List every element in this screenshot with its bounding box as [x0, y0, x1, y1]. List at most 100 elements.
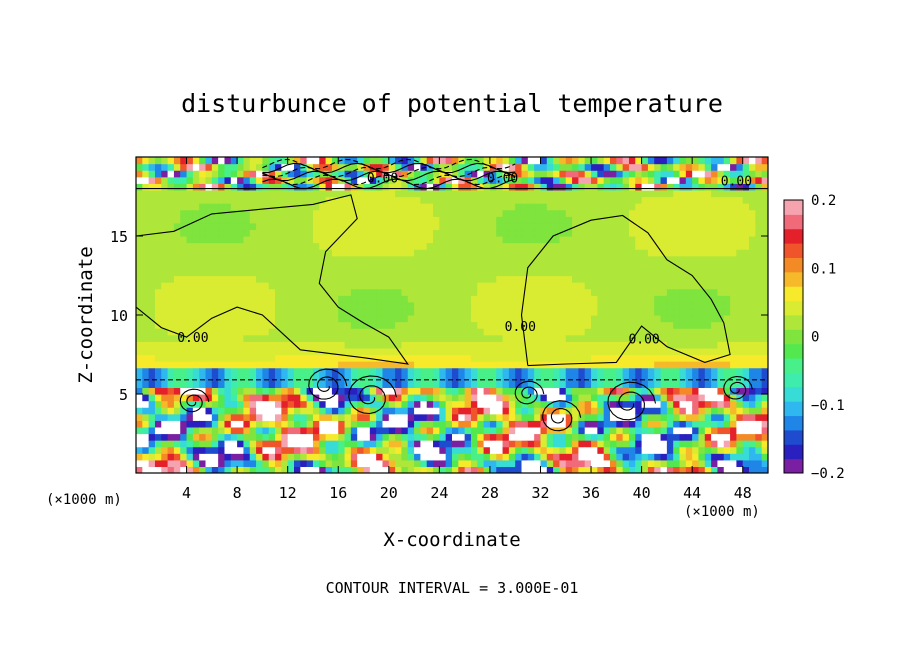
heatmap-cell	[483, 301, 491, 310]
heatmap-cell	[186, 216, 194, 224]
heatmap-cell	[433, 334, 440, 342]
heatmap-cell	[508, 420, 516, 428]
heatmap-cell	[755, 242, 763, 250]
heatmap-cell	[489, 466, 497, 473]
heatmap-cell	[717, 157, 725, 165]
heatmap-cell	[616, 282, 624, 290]
heatmap-cell	[711, 183, 719, 191]
heatmap-cell	[559, 255, 567, 263]
heatmap-cell	[654, 176, 662, 184]
heatmap-cell	[641, 347, 649, 356]
heatmap-cell	[591, 249, 598, 257]
heatmap-cell	[262, 347, 270, 356]
heatmap-cell	[761, 347, 768, 356]
heatmap-cell	[312, 315, 320, 323]
heatmap-cell	[433, 216, 440, 224]
heatmap-cell	[205, 275, 213, 283]
heatmap-cell	[186, 407, 194, 415]
heatmap-cell	[628, 216, 636, 224]
heatmap-cell	[173, 453, 181, 461]
heatmap-cell	[224, 170, 232, 178]
heatmap-cell	[483, 341, 491, 349]
heatmap-cell	[496, 380, 504, 389]
heatmap-cell	[470, 249, 478, 257]
heatmap-cell	[584, 170, 592, 178]
heatmap-cell	[515, 354, 523, 362]
heatmap-cell	[167, 288, 175, 296]
heatmap-cell	[685, 321, 693, 329]
heatmap-cell	[666, 163, 674, 171]
heatmap-cell	[452, 459, 459, 468]
heatmap-cell	[287, 157, 295, 165]
heatmap-cell	[553, 295, 561, 303]
heatmap-cell	[294, 334, 301, 342]
heatmap-cell	[142, 203, 150, 211]
heatmap-cell	[407, 361, 415, 369]
heatmap-cell	[730, 347, 737, 356]
heatmap-cell	[395, 288, 403, 296]
heatmap-cell	[186, 367, 194, 375]
heatmap-cell	[325, 203, 333, 211]
heatmap-cell	[578, 361, 586, 369]
heatmap-cell	[312, 328, 320, 336]
heatmap-cell	[572, 236, 579, 244]
heatmap-cell	[597, 367, 605, 375]
heatmap-cell	[508, 459, 516, 468]
heatmap-cell	[230, 328, 238, 336]
heatmap-cell	[331, 222, 339, 231]
heatmap-cell	[199, 222, 207, 231]
heatmap-cell	[230, 308, 238, 316]
heatmap-cell	[161, 413, 169, 421]
heatmap-cell	[641, 466, 649, 473]
heatmap-cell	[565, 295, 573, 303]
heatmap-cell	[654, 170, 662, 178]
heatmap-cell	[502, 229, 510, 237]
heatmap-cell	[319, 183, 327, 191]
heatmap-cell	[647, 229, 655, 237]
colorbar-swatch	[784, 444, 803, 460]
heatmap-cell	[407, 189, 415, 198]
heatmap-cell	[230, 400, 238, 408]
heatmap-cell	[452, 203, 459, 211]
heatmap-cell	[717, 341, 725, 349]
heatmap-cell	[243, 446, 251, 454]
heatmap-cell	[679, 347, 687, 356]
heatmap-cell	[749, 374, 756, 382]
heatmap-cell	[458, 275, 466, 283]
heatmap-cell	[515, 328, 523, 336]
heatmap-cell	[262, 262, 270, 270]
heatmap-cell	[426, 387, 434, 395]
heatmap-cell	[730, 380, 737, 389]
heatmap-cell	[723, 229, 731, 237]
heatmap-cell	[736, 255, 744, 263]
heatmap-cell	[180, 236, 188, 244]
heatmap-cell	[527, 249, 535, 257]
heatmap-cell	[521, 367, 529, 375]
heatmap-cell	[161, 301, 169, 310]
heatmap-cell	[256, 328, 263, 336]
heatmap-cell	[338, 268, 346, 277]
heatmap-cell	[553, 400, 561, 408]
heatmap-cell	[205, 157, 213, 165]
heatmap-cell	[395, 413, 403, 421]
heatmap-cell	[350, 255, 358, 263]
heatmap-cell	[148, 334, 156, 342]
heatmap-cell	[363, 189, 371, 198]
heatmap-cell	[331, 301, 339, 310]
heatmap-cell	[136, 426, 143, 435]
heatmap-cell	[483, 189, 491, 198]
heatmap-cell	[357, 374, 365, 382]
heatmap-cell	[262, 229, 270, 237]
heatmap-cell	[628, 426, 636, 435]
heatmap-cell	[369, 262, 377, 270]
heatmap-cell	[433, 315, 440, 323]
heatmap-cell	[698, 374, 706, 382]
heatmap-cell	[584, 374, 592, 382]
heatmap-cell	[641, 420, 649, 428]
heatmap-cell	[344, 407, 352, 415]
heatmap-cell	[249, 433, 257, 441]
heatmap-cell	[357, 176, 365, 184]
heatmap-cell	[407, 255, 415, 263]
heatmap-cell	[249, 196, 257, 204]
heatmap-cell	[439, 170, 447, 178]
